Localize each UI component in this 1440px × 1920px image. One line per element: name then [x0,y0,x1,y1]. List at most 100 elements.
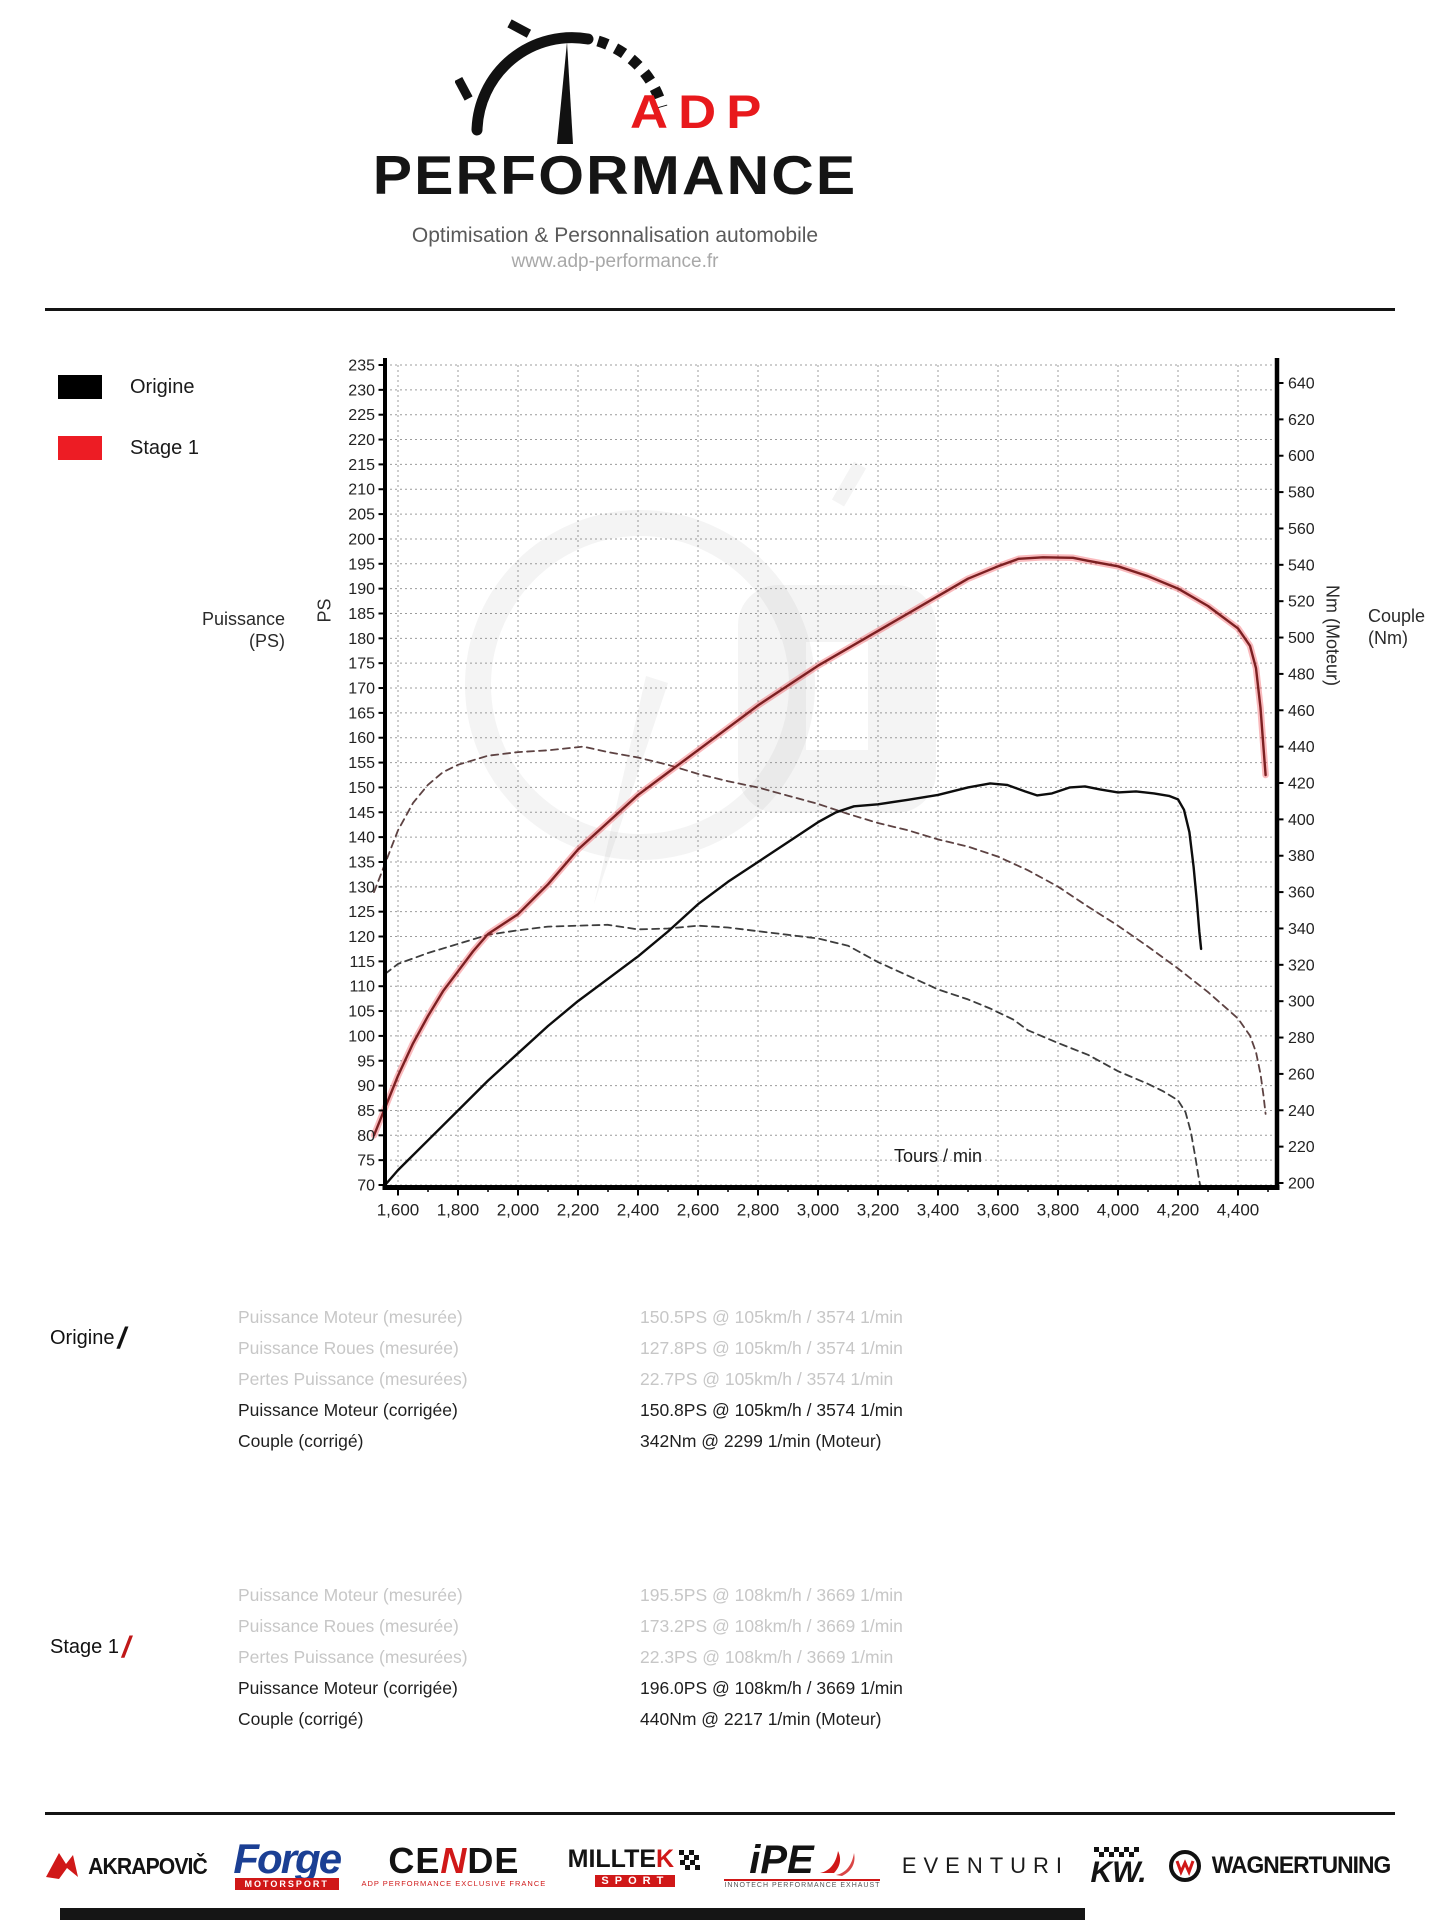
svg-text:2,400: 2,400 [617,1201,660,1220]
right-axis-caption-line1: Couple [1368,606,1426,626]
adp-logo: ADP PERFORMANCE Optimisation & Personnal… [0,0,1440,280]
svg-text:260: 260 [1288,1066,1315,1083]
logo-wagnertuning: WAGNERTUNING [1168,1849,1395,1883]
left-axis-caption: Puissance (PS) [105,608,285,652]
dyno-chart: 70 75 80 85 90 95 100 105 110 115 120 125 130 135 140 1… [348,358,1315,1220]
table-row: Couple (corrigé) 440Nm @ 2217 1/min (Mote… [238,1709,882,1729]
svg-text:1,800: 1,800 [437,1201,480,1220]
svg-text:3,400: 3,400 [917,1201,960,1220]
stage1-results-title: Stage 1/ [50,1630,131,1664]
ipe-flame-icon [819,1851,855,1876]
svg-text:180: 180 [348,631,375,648]
svg-text:1,600: 1,600 [377,1201,420,1220]
right-axis-caption: Couple (Nm) [1368,605,1440,649]
svg-text:4,400: 4,400 [1217,1201,1260,1220]
origine-results-title: Origine / [50,1321,126,1355]
table-row: Puissance Moteur (corrigée) 150.8PS @ 105… [238,1400,903,1420]
svg-text:360: 360 [1288,885,1315,902]
svg-text:580: 580 [1288,485,1315,502]
wagner-circle-icon [1168,1850,1201,1882]
svg-text:165: 165 [348,705,375,722]
table-row: Pertes Puissance (mesurées) 22.7PS @ 105k… [238,1369,894,1389]
svg-text:210: 210 [348,482,375,499]
svg-text:460: 460 [1288,703,1315,720]
svg-text:75: 75 [357,1153,375,1170]
svg-text:4,200: 4,200 [1157,1201,1200,1220]
akrapovic-icon [46,1853,78,1879]
origine-title-slash: / [117,1321,126,1355]
svg-text:140: 140 [348,830,375,847]
svg-text:400: 400 [1288,812,1315,829]
legend-stage1-swatch [58,436,102,460]
brand-adp-text: ADP [630,85,772,138]
svg-text:230: 230 [348,382,375,399]
logo-cende: CENDE ADP PERFORMANCE EXCLUSIVE FRANCE [361,1839,547,1888]
logo-milltek: MILLTEK SPORT [568,1845,703,1887]
svg-text:380: 380 [1288,848,1315,865]
logo-kw: KW. [1090,1847,1147,1888]
table-row: Puissance Roues (mesurée) 127.8PS @ 105km… [238,1338,903,1358]
svg-text:155: 155 [348,755,375,772]
table-row: Pertes Puissance (mesurées) 22.3PS @ 108k… [238,1647,894,1667]
svg-text:115: 115 [349,954,375,971]
legend-origine-label: Origine [130,376,195,398]
svg-text:150: 150 [348,780,375,797]
right-axis-unit-label: Nm (Moteur) [1322,584,1343,686]
svg-text:500: 500 [1288,630,1315,647]
svg-text:240: 240 [1288,1103,1315,1120]
brand-performance-text: PERFORMANCE [372,144,858,206]
svg-text:480: 480 [1288,666,1315,683]
svg-text:560: 560 [1288,521,1315,538]
brand-tagline: Optimisation & Personnalisation automobi… [411,224,819,247]
svg-text:160: 160 [348,730,375,747]
svg-text:215: 215 [348,457,375,474]
legend-stage1-label: Stage 1 [130,437,199,459]
svg-text:320: 320 [1288,957,1315,974]
svg-text:100: 100 [348,1028,375,1045]
svg-text:110: 110 [349,979,375,996]
svg-text:300: 300 [1288,994,1315,1011]
svg-text:3,600: 3,600 [977,1201,1020,1220]
svg-text:190: 190 [348,581,375,598]
table-row: Puissance Moteur (mesurée) 195.5PS @ 108k… [238,1585,903,1605]
svg-text:175: 175 [348,656,375,673]
svg-text:Tours / min: Tours / min [894,1146,982,1166]
svg-text:540: 540 [1288,557,1315,574]
footer-separator [45,1812,1395,1815]
svg-text:340: 340 [1288,921,1315,938]
table-row: Puissance Roues (mesurée) 173.2PS @ 108km… [238,1616,903,1636]
gauge-icon [455,19,668,144]
svg-text:205: 205 [348,507,375,524]
svg-text:2,200: 2,200 [557,1201,600,1220]
stage1-title-slash: / [121,1630,131,1664]
svg-text:2,000: 2,000 [497,1201,540,1220]
svg-text:4,000: 4,000 [1097,1201,1140,1220]
svg-text:2,600: 2,600 [677,1201,720,1220]
svg-text:220: 220 [1288,1139,1315,1156]
svg-text:200: 200 [348,531,375,548]
header-separator [45,308,1395,311]
svg-text:185: 185 [348,606,375,623]
svg-text:3,200: 3,200 [857,1201,900,1220]
svg-text:220: 220 [348,432,375,449]
svg-text:195: 195 [348,556,375,573]
left-axis-caption-line1: Puissance [201,609,285,629]
svg-text:135: 135 [348,854,375,871]
bottom-crop-bar [60,1908,1085,1920]
svg-text:3,000: 3,000 [797,1201,840,1220]
svg-text:90: 90 [357,1078,375,1095]
svg-text:600: 600 [1288,448,1315,465]
table-row: Puissance Moteur (mesurée) 150.5PS @ 105k… [238,1307,903,1327]
logo-ipe: iPE INNOTECH PERFORMANCE EXHAUST [724,1838,881,1889]
svg-text:280: 280 [1288,1030,1315,1047]
svg-text:640: 640 [1288,376,1315,393]
sponsor-logos-bar: AKRAPOVIČ Forge MOTORSPORT CENDE ADP PER… [45,1828,1395,1904]
table-row: Puissance Moteur (corrigée) 196.0PS @ 108… [238,1678,903,1698]
svg-text:225: 225 [348,407,375,424]
svg-text:105: 105 [348,1004,375,1021]
svg-text:235: 235 [348,358,375,375]
table-row: Couple (corrigé) 342Nm @ 2299 1/min (Mote… [238,1431,882,1451]
brand-website: www.adp-performance.fr [511,251,719,272]
legend-origine-swatch [58,375,102,399]
svg-text:420: 420 [1288,776,1315,793]
